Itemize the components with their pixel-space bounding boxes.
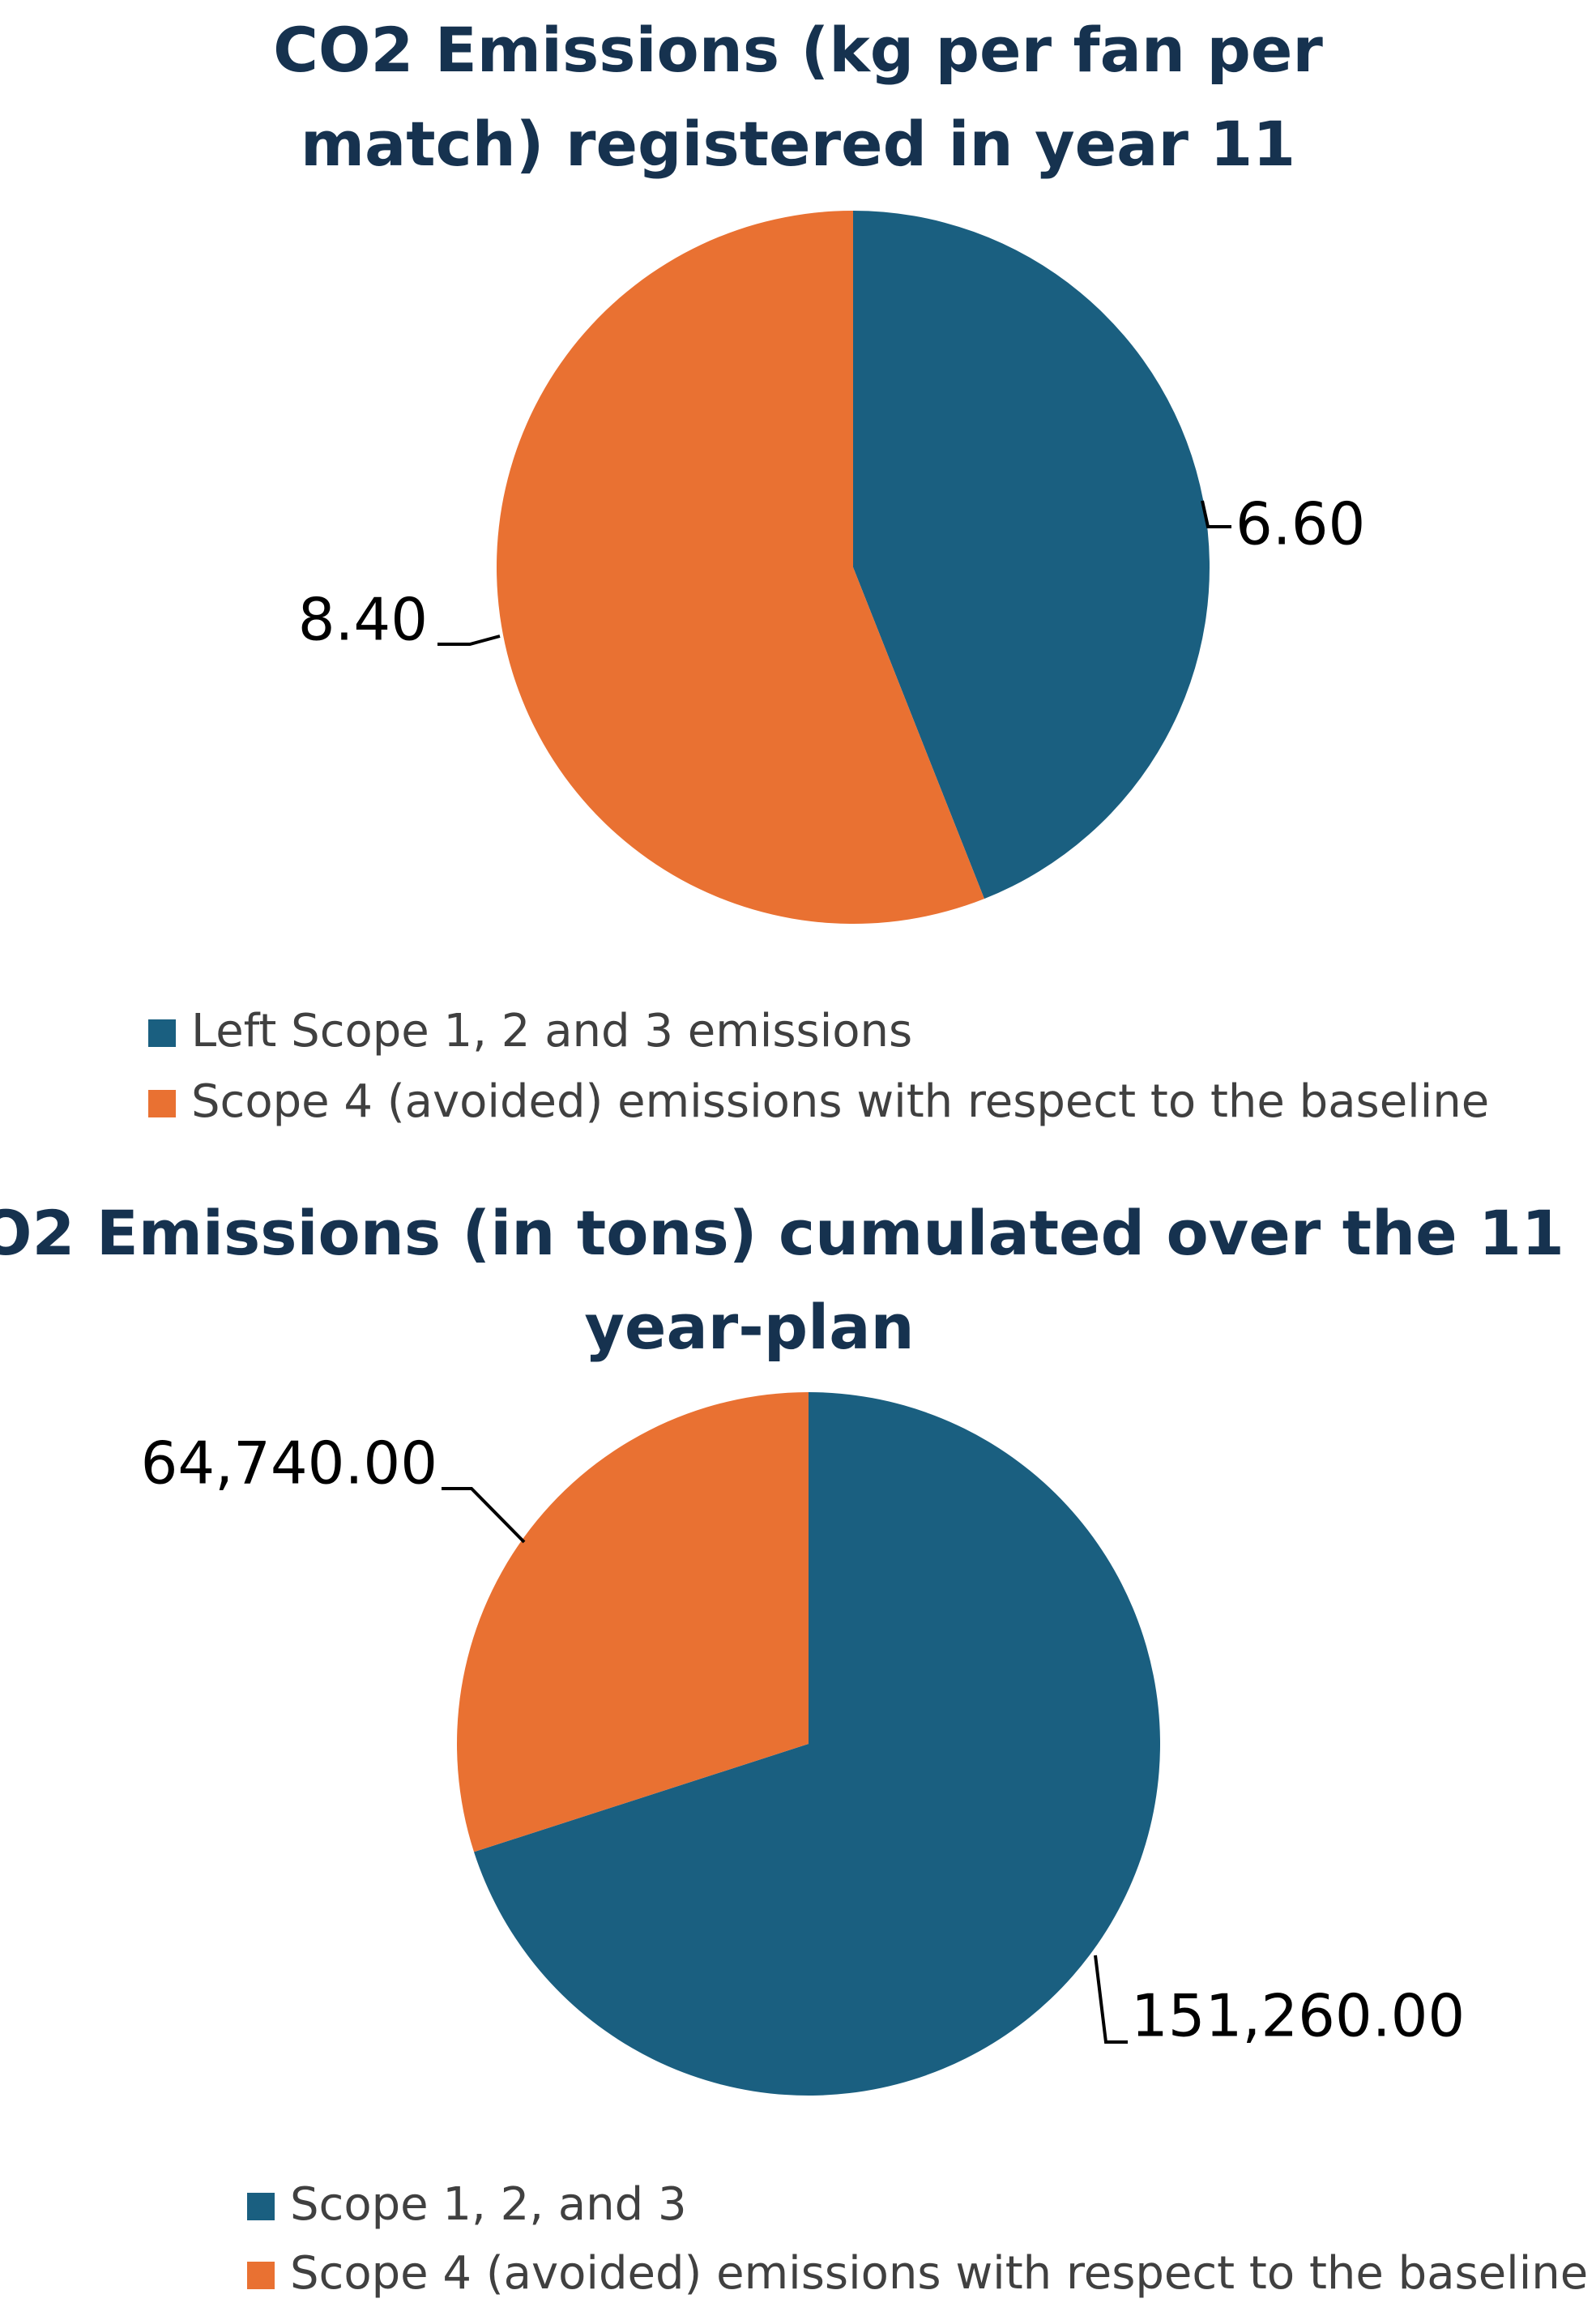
chart-1-leader-line-scope-4-avoided [437, 634, 501, 646]
chart-2-legend-label-scope-1-2-3: Scope 1, 2, and 3 [290, 2178, 687, 2231]
chart-2-slice-scope-4-avoided [457, 1392, 809, 1852]
chart-1-data-label-scope-1-2-3: 6.60 [1235, 490, 1365, 558]
chart-1-slice-scope-4-avoided [496, 211, 984, 924]
chart-2-legend-label-scope-4-avoided: Scope 4 (avoided) emissions with respect… [290, 2247, 1588, 2300]
chart-2-legend-swatch-scope-1-2-3 [247, 2193, 275, 2220]
chart-2: CO2 Emissions (in tons) cumulated over t… [0, 1197, 1588, 2300]
chart-2-data-label-scope-1-2-3: 151,260.00 [1131, 1982, 1465, 2050]
chart-2-slice-scope-1-2-3 [474, 1392, 1161, 2096]
chart-1-data-label-scope-4-avoided: 8.40 [298, 586, 428, 654]
chart-2-legend-swatch-scope-4-avoided [247, 2262, 275, 2289]
chart-1-legend-swatch-scope-4-avoided [148, 1090, 176, 1117]
chart-1-slice-scope-1-2-3 [853, 211, 1210, 899]
chart-2-leader-line-scope-1-2-3 [1094, 1955, 1128, 2044]
chart-1-legend-label-scope-1-2-3: Left Scope 1, 2 and 3 emissions [191, 1005, 912, 1057]
chart-1-title-line-2: match) registered in year 11 [301, 108, 1295, 180]
chart-2-title-line-1: CO2 Emissions (in tons) cumulated over t… [0, 1197, 1564, 1269]
chart-2-data-label-scope-4-avoided: 64,740.00 [141, 1429, 437, 1498]
chart-2-leader-line-scope-4-avoided [442, 1487, 526, 1544]
chart-1-legend-label-scope-4-avoided: Scope 4 (avoided) emissions with respect… [191, 1075, 1489, 1128]
chart-1-leader-line-scope-1-2-3 [1201, 500, 1231, 528]
chart-1: CO2 Emissions (kg per fan per match) reg… [148, 14, 1489, 1128]
chart-2-title-line-2: year-plan [584, 1291, 914, 1363]
chart-1-title-line-1: CO2 Emissions (kg per fan per [273, 14, 1323, 86]
chart-1-legend-swatch-scope-1-2-3 [148, 1019, 176, 1047]
